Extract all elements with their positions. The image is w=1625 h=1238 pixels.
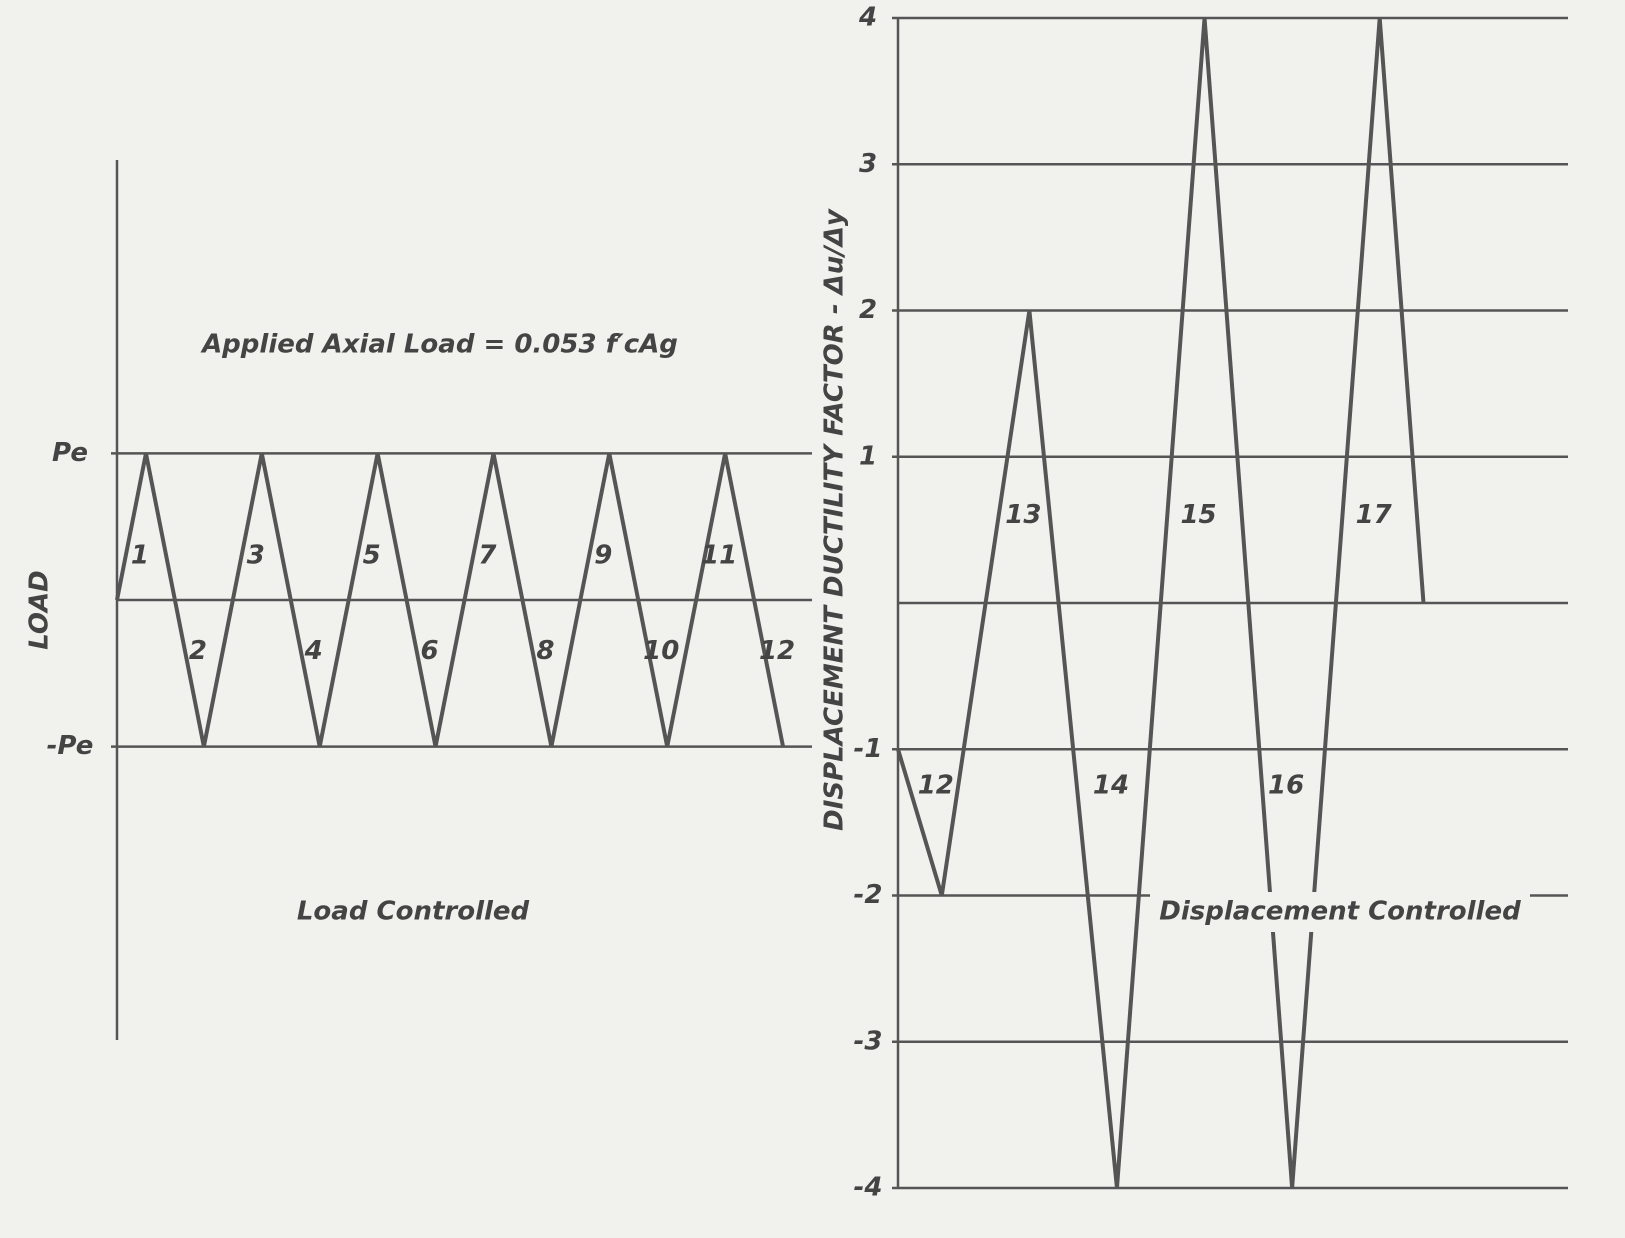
y-tick-label: -Pe	[47, 731, 94, 761]
cycle-label: 7	[478, 541, 497, 571]
cycle-label: 16	[1268, 770, 1304, 800]
y-tick-label: 3	[859, 149, 877, 179]
y-tick-label: 1	[859, 441, 877, 471]
cycle-label: 9	[594, 541, 612, 571]
cycle-label: 4	[304, 636, 323, 666]
y-axis-label: DISPLACEMENT DUCTILITY FACTOR - Δu/Δy	[820, 208, 850, 831]
cycle-label: 2	[189, 636, 207, 666]
cycle-label: 5	[363, 541, 381, 571]
annotation: Displacement Controlled	[1159, 897, 1521, 927]
annotation: Load Controlled	[297, 897, 530, 927]
cycle-label: 8	[536, 636, 554, 666]
y-tick-label: -4	[854, 1173, 883, 1203]
y-tick-label: -3	[854, 1026, 883, 1056]
cycle-label: 11	[701, 541, 737, 571]
y-tick-label: -1	[854, 734, 883, 764]
cycle-label: 12	[918, 770, 954, 800]
y-tick-label: Pe	[52, 438, 88, 468]
load-history-line	[896, 17, 1426, 1189]
cycle-label: 10	[643, 636, 679, 666]
cycle-label: 12	[759, 636, 795, 666]
cycle-label: 13	[1005, 500, 1041, 530]
cycle-label: 14	[1093, 770, 1129, 800]
cycle-label: 6	[420, 636, 438, 666]
cycle-label: 15	[1180, 500, 1216, 530]
y-tick-label: -2	[854, 880, 883, 910]
load-history-line	[115, 452, 786, 748]
y-tick-label: 2	[859, 295, 877, 325]
y-axis-label: LOAD	[25, 570, 55, 649]
cycle-label: 1	[131, 541, 149, 571]
annotation-background	[1150, 892, 1530, 932]
cycle-label: 3	[247, 541, 265, 571]
y-tick-label: 4	[858, 3, 877, 33]
annotation: Applied Axial Load = 0.053 f′cAg	[200, 330, 678, 360]
cycle-label: 17	[1356, 500, 1393, 530]
